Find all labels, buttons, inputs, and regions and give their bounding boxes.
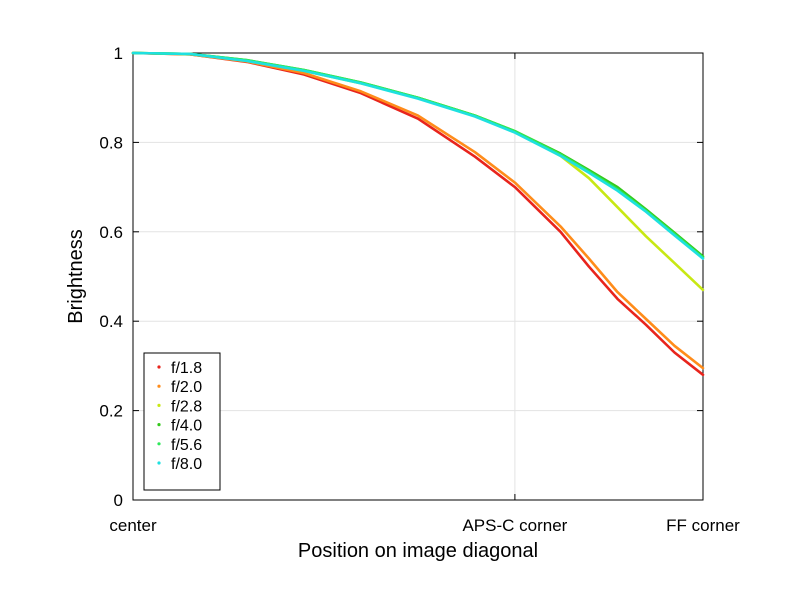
legend-label: f/8.0	[171, 456, 202, 473]
legend-marker	[157, 442, 161, 446]
series-layer	[131, 51, 705, 377]
legend-label: f/4.0	[171, 418, 202, 435]
y-tick-label: 0.6	[99, 223, 123, 242]
y-tick-label: 0.2	[99, 402, 123, 421]
legend-label: f/2.0	[171, 379, 202, 396]
y-tick-label: 0.4	[99, 312, 123, 331]
series-line-f/5.6	[131, 51, 705, 260]
series-line-f/4.0	[131, 51, 705, 258]
legend-marker	[157, 365, 161, 369]
x-tick-label: APS-C corner	[462, 516, 567, 535]
legend-marker	[157, 384, 161, 388]
legend-marker	[157, 403, 161, 407]
y-tick-label: 1	[114, 44, 123, 63]
tick-layer: 0 0.2 0.4 0.6 0.8 1 center APS-C corner FF corne…	[99, 44, 740, 535]
x-tick-label: FF corner	[666, 516, 740, 535]
legend-label: f/2.8	[171, 398, 202, 415]
legend-box	[143, 352, 221, 491]
legend-label: f/1.8	[171, 360, 202, 377]
y-tick-label: 0.8	[99, 133, 123, 152]
series-line-f/2.8	[131, 51, 705, 292]
x-tick-label: center	[109, 516, 157, 535]
y-tick-label: 0	[114, 491, 123, 510]
plot-frame	[132, 52, 704, 501]
series-line-f/1.8	[131, 51, 705, 377]
legend-marker	[157, 461, 161, 465]
y-axis-label: Brightness	[65, 229, 87, 324]
legend-label: f/5.6	[171, 437, 202, 454]
series-line-f/8.0	[131, 51, 705, 260]
legend-marker	[157, 423, 161, 427]
legend: f/1.8 f/2.0 f/2.8 f/4.0 f/5.6 f/8.0	[143, 352, 221, 491]
x-axis-label: Position on image diagonal	[298, 540, 538, 562]
